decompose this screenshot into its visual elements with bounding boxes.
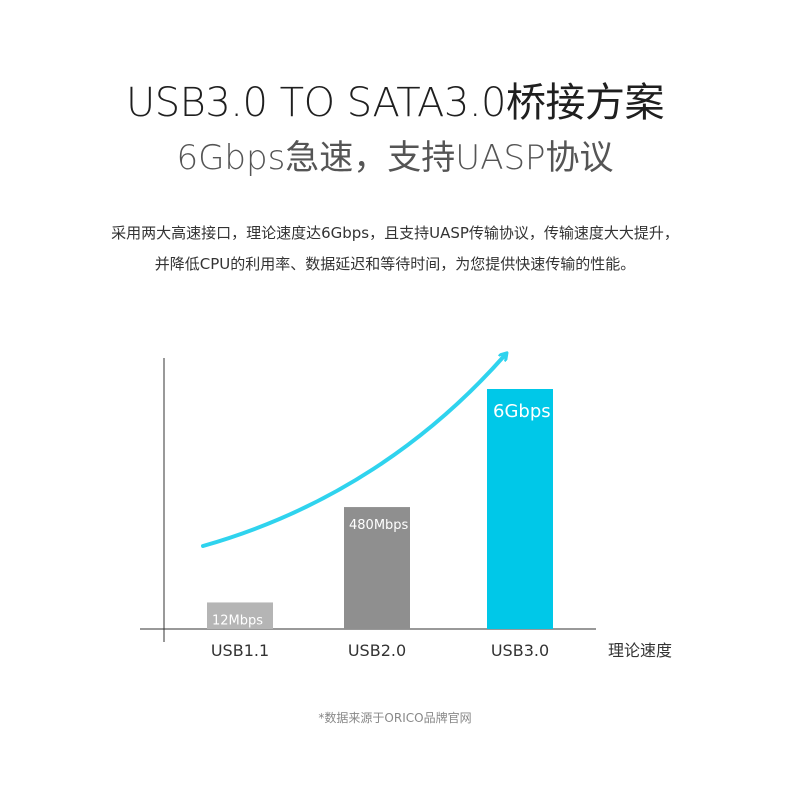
description-line-1: 采用两大高速接口，理论速度达6Gbps，且支持UASP传输协议，传输速度大大提升… xyxy=(111,224,679,242)
bar-value-label: 6Gbps xyxy=(493,401,551,422)
x-tick-label: USB1.1 xyxy=(211,641,269,660)
x-axis-label: 理论速度 xyxy=(608,641,672,660)
description-line-2: 并降低CPU的利用率、数据延迟和等待时间，为您提供快速传输的性能。 xyxy=(154,255,636,273)
bar-usb20 xyxy=(344,507,410,629)
description: 采用两大高速接口，理论速度达6Gbps，且支持UASP传输协议，传输速度大大提升… xyxy=(40,218,750,280)
x-tick-label: USB3.0 xyxy=(491,641,549,660)
page-title: USB3.0 TO SATA3.0桥接方案 xyxy=(125,80,665,126)
bar-usb11 xyxy=(207,602,273,629)
bar-value-label: 480Mbps xyxy=(349,518,409,533)
x-tick-label: USB2.0 xyxy=(348,641,406,660)
page-subtitle: 6Gbps急速，支持UASP协议 xyxy=(176,138,614,178)
footnote: *数据来源于ORICO品牌官网 xyxy=(318,711,472,725)
growth-trend-arrow xyxy=(201,355,505,548)
bar-value-label: 12Mbps xyxy=(212,613,263,628)
speed-bar-chart: 12Mbps 480Mbps 6Gbps USB1.1 USB2.0 USB3.0 理论… xyxy=(140,330,672,660)
bar-usb30 xyxy=(487,389,553,629)
